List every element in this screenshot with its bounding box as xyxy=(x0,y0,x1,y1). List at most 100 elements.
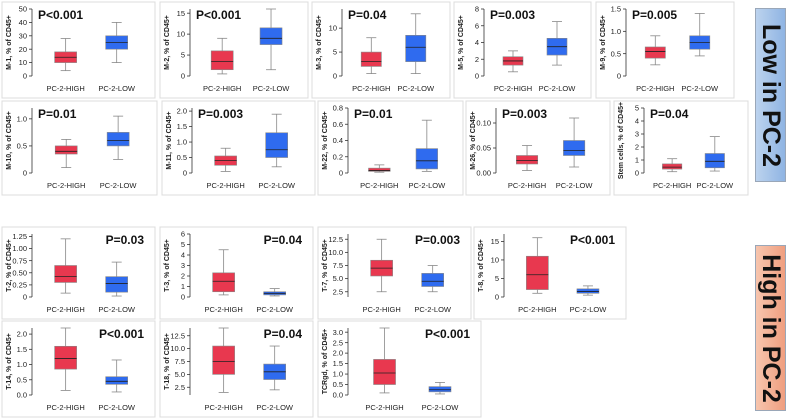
y-tick-label: 10 xyxy=(329,24,337,33)
box-pc2-low xyxy=(265,113,288,168)
x-category-label: PC-2-HIGH xyxy=(206,181,244,190)
box-pc2-high xyxy=(212,327,235,393)
y-tick-label: 30 xyxy=(19,31,27,40)
y-tick-label: 5 xyxy=(181,240,185,249)
box-pc2-low xyxy=(105,21,128,63)
box-pc2-low xyxy=(415,119,438,172)
box-plot-panel-16: 2.5 5.0 7.5 10.0 12.5T-18, % of CD45+ PC-2-HI… xyxy=(159,320,314,418)
y-tick-label: 1 xyxy=(181,282,185,291)
y-tick-label: 6 xyxy=(475,21,479,30)
y-tick-label: 0.75 xyxy=(12,256,27,265)
y-tick-label: 10.0 xyxy=(170,344,185,353)
y-tick-label: 1.0 xyxy=(177,138,187,147)
y-tick-label: 6 xyxy=(181,230,185,239)
interquartile-box xyxy=(368,167,391,172)
interquartile-box xyxy=(516,155,539,165)
box-plot-panel-3: 0 5 10 M-3, % of CD45+ PC-2-HIGH PC-2-LOW P=0.… xyxy=(311,1,451,99)
interquartile-box xyxy=(428,386,452,393)
interquartile-box xyxy=(373,359,396,385)
box-plot-panel-2: 0 5 10 15 M-2, % of CD45+ PC-2-HIGH PC-2-LOW P<… xyxy=(159,1,309,99)
y-tick-label: 0.25 xyxy=(12,280,27,289)
y-tick-label: 5.0 xyxy=(333,274,343,283)
y-tick-label: 0 xyxy=(617,72,621,81)
y-tick-label: 10 xyxy=(19,58,27,67)
x-category-label: PC-2-HIGH xyxy=(653,181,691,190)
box-plot-panel-13: 2.5 5.0 7.5 10.0 12.5T-7, % of CD45+ PC-2-HIG… xyxy=(317,226,472,320)
box-pc2-high xyxy=(526,237,549,294)
y-tick-label: 3.0 xyxy=(333,328,343,337)
box-pc2-high xyxy=(360,37,382,75)
y-tick-label: 5 xyxy=(495,274,499,283)
box-plot-panel-6: 0 0.5 1.0 M-10, % of CD45+ PC-2-HIGH PC-2-LOW… xyxy=(1,100,158,196)
interquartile-box xyxy=(360,51,382,67)
box-pc2-low xyxy=(421,265,444,293)
x-category-label: PC-2-LOW xyxy=(681,84,719,93)
box-pc2-high xyxy=(54,327,77,391)
x-category-label: PC-2-LOW xyxy=(98,84,136,93)
y-axis-label: M-2, % of CD45+ xyxy=(164,15,171,70)
y-tick-label: 1.5 xyxy=(611,5,621,14)
y-axis-label: M-3, % of CD45+ xyxy=(316,15,323,70)
interquartile-box xyxy=(704,153,725,169)
p-value-label: P=0.003 xyxy=(415,233,460,247)
y-tick-label: 1.0 xyxy=(17,360,27,369)
low-in-pc2-banner: Low in PC-2 xyxy=(755,8,786,182)
y-tick-label: 0.5 xyxy=(611,49,621,58)
x-category-label: PC-2-LOW xyxy=(100,181,138,190)
y-axis-label: T-14, % of CD45+ xyxy=(6,333,13,390)
box-plot-panel-1: 0 10 20 30 40 50 M-1, % of CD45+ PC-2-HIGH PC-2-… xyxy=(1,1,156,99)
interquartile-box xyxy=(105,376,128,385)
y-tick-label: 0.2 xyxy=(333,152,343,161)
y-tick-label: 1.0 xyxy=(611,27,621,36)
y-tick-label: 0 xyxy=(183,169,187,178)
p-value-label: P=0.003 xyxy=(198,107,243,121)
p-value-label: P=0.003 xyxy=(490,8,535,22)
box-pc2-low xyxy=(105,261,128,297)
y-tick-label: 0 xyxy=(495,293,499,302)
p-value-label: P<0.001 xyxy=(99,327,144,341)
y-tick-label: 0.0 xyxy=(17,391,27,400)
box-pc2-high xyxy=(54,38,77,72)
x-category-label: PC-2-LOW xyxy=(570,305,608,314)
panel-frame xyxy=(317,100,464,196)
y-tick-label: 3 xyxy=(181,261,185,270)
p-value-label: P<0.001 xyxy=(38,8,83,22)
panel-frame xyxy=(1,100,158,196)
x-category-label: PC-2-HIGH xyxy=(352,84,390,93)
box-plot-panel-10: 0 1 2 3 4 5 Stem cells, % of CD45+ PC-2-HIGH PC-… xyxy=(613,100,749,196)
y-tick-label: 2.5 xyxy=(175,383,185,392)
box-pc2-high xyxy=(502,50,524,73)
y-axis-label: M-9, % of CD45+ xyxy=(600,15,607,70)
y-tick-label: 1 xyxy=(635,156,639,165)
x-category-label: PC-2-LOW xyxy=(397,84,435,93)
p-value-label: P=0.03 xyxy=(106,233,145,247)
x-category-label: PC-2-HIGH xyxy=(494,84,532,93)
y-tick-label: 0.4 xyxy=(333,136,343,145)
y-axis-label: M-26, % of CD45+ xyxy=(470,111,477,170)
y-tick-label: 10.0 xyxy=(328,248,343,257)
y-tick-label: 1.5 xyxy=(177,122,187,131)
x-category-label: PC-2-HIGH xyxy=(46,84,84,93)
box-pc2-low xyxy=(689,13,711,57)
interquartile-box xyxy=(210,50,234,71)
x-category-label: PC-2-HIGH xyxy=(46,403,84,412)
box-pc2-low xyxy=(405,13,427,75)
x-category-label: PC-2-LOW xyxy=(98,403,136,412)
y-tick-label: 0 xyxy=(635,169,639,178)
y-tick-label: 0.5 xyxy=(17,142,27,151)
box-plot-panel-14: 0 5 10 15 T-8, % of CD45+ PC-2-HIGH PC-2-LOW P<… xyxy=(473,226,627,320)
y-tick-label: 7.5 xyxy=(333,261,343,270)
panel-frame xyxy=(317,320,482,418)
x-category-label: PC-2-LOW xyxy=(256,403,294,412)
panel-frame xyxy=(453,1,592,99)
box-pc2-low xyxy=(546,21,568,66)
box-pc2-high xyxy=(210,37,234,75)
box-pc2-high xyxy=(373,327,396,394)
p-value-label: P=0.003 xyxy=(502,107,547,121)
y-axis-label: M-10, % of CD45+ xyxy=(6,111,13,170)
interquartile-box xyxy=(259,27,283,45)
box-pc2-low xyxy=(576,285,600,296)
box-pc2-high xyxy=(370,238,393,293)
y-tick-label: 0.10 xyxy=(476,119,491,128)
p-value-label: P=0.04 xyxy=(348,8,387,22)
